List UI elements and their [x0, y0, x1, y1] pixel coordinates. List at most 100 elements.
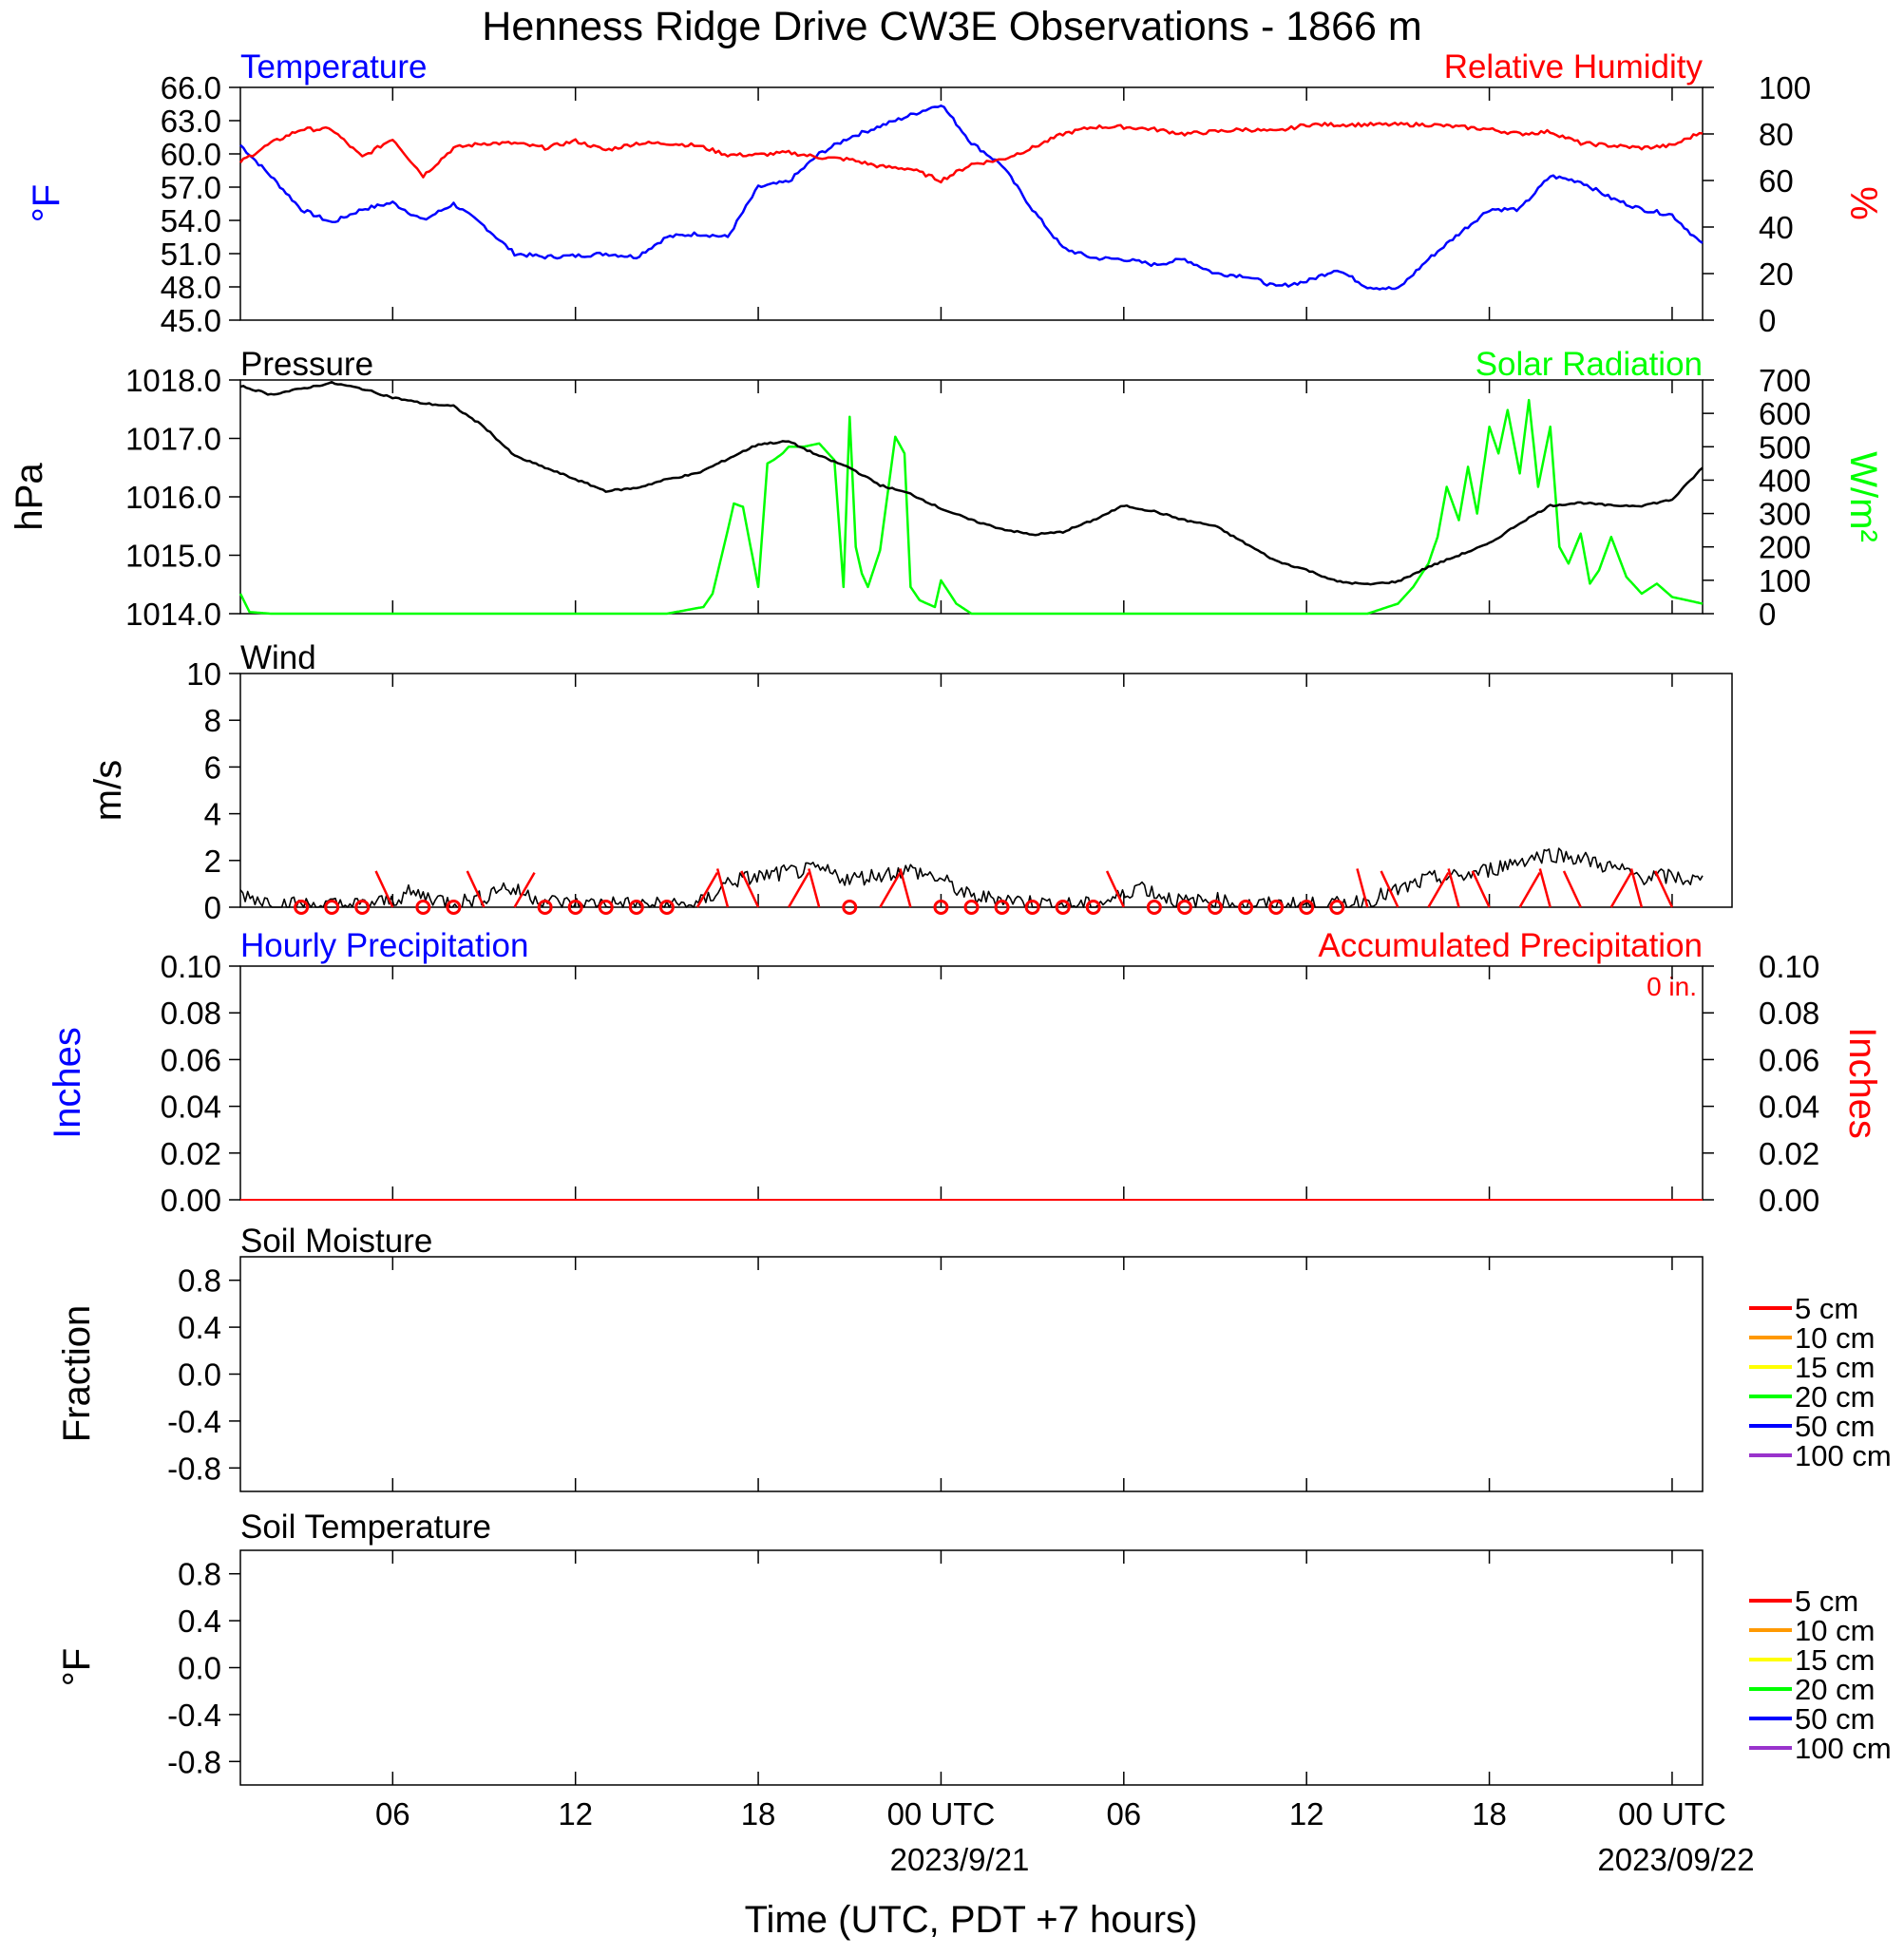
legend-label: 50 cm — [1795, 1410, 1875, 1443]
y-tick-label: 100 — [1759, 70, 1811, 105]
y-tick-label: 200 — [1759, 530, 1811, 565]
precip-series — [240, 966, 1703, 1201]
pressure-unit-label: hPa — [9, 463, 50, 531]
y-tick-label: -0.4 — [167, 1404, 221, 1439]
y-tick-label: 0.00 — [1759, 1183, 1819, 1218]
y-tick-label: 1014.0 — [125, 597, 221, 632]
calm-wind-marker — [446, 900, 462, 915]
hourly-precip-unit-label: Inches — [47, 1027, 88, 1139]
pressure-series — [238, 380, 1704, 616]
calm-wind-marker — [1146, 900, 1162, 915]
y-tick-label: 54.0 — [161, 203, 221, 238]
y-tick-label: -0.4 — [167, 1698, 221, 1733]
y-tick-label: 4 — [204, 797, 221, 832]
y-tick-label: 0.06 — [161, 1042, 221, 1077]
x-tick-label: 00 UTC — [1618, 1796, 1726, 1832]
y-tick-label: 60 — [1759, 163, 1794, 199]
wind-speed-line — [239, 847, 1704, 908]
y-tick-label: 600 — [1759, 396, 1811, 431]
soil-moisture-title: Soil Moisture — [240, 1223, 432, 1260]
y-tick-label: 300 — [1759, 497, 1811, 532]
wind-barb — [808, 868, 821, 908]
y-tick-label: 2 — [204, 844, 221, 879]
temperature-unit-label: °F — [26, 184, 67, 222]
humidity-tick-labels: 100 80 60 40 20 0 — [1703, 70, 1811, 338]
legend-label: 10 cm — [1795, 1321, 1875, 1355]
y-tick-label: 45.0 — [161, 303, 221, 338]
wind-barb — [899, 868, 912, 908]
calm-wind-marker — [1085, 900, 1101, 915]
calm-wind-marker — [1329, 900, 1345, 915]
y-tick-label: 0.06 — [1759, 1042, 1819, 1077]
accum-precip-unit-label: Inches — [1841, 1027, 1883, 1139]
date-label-2: 2023/09/22 — [1597, 1842, 1754, 1877]
wind-barb — [1380, 870, 1399, 908]
date-label-1: 2023/9/21 — [890, 1842, 1030, 1877]
y-tick-label: 1018.0 — [125, 363, 221, 398]
y-tick-label: 66.0 — [161, 70, 221, 105]
wind-barb — [1427, 872, 1450, 908]
calm-wind-marker — [1299, 900, 1315, 915]
legend-label: 20 cm — [1795, 1380, 1875, 1414]
y-tick-label: 40 — [1759, 210, 1794, 245]
wind-barb — [788, 872, 810, 908]
wind-barb — [513, 872, 536, 908]
accum-precip-title: Accumulated Precipitation — [1318, 927, 1703, 964]
y-tick-label: 8 — [204, 703, 221, 738]
y-tick-label: 1016.0 — [125, 480, 221, 515]
legend-label: 15 cm — [1795, 1643, 1875, 1677]
soil-moisture-tick-labels: 0.8 0.4 0.0 -0.4 -0.8 — [167, 1263, 240, 1486]
y-tick-label: 60.0 — [161, 137, 221, 172]
y-tick-label: 0.00 — [161, 1183, 221, 1218]
y-tick-label: 0.10 — [1759, 949, 1819, 984]
x-tick-label: 18 — [741, 1796, 776, 1832]
wind-title: Wind — [240, 639, 316, 676]
x-axis-label: Time (UTC, PDT +7 hours) — [745, 1899, 1198, 1941]
y-tick-label: 0.02 — [161, 1136, 221, 1171]
y-tick-label: 20 — [1759, 256, 1794, 292]
wind-tick-labels: 10 8 6 4 2 0 — [186, 656, 240, 925]
y-tick-label: -0.8 — [167, 1744, 221, 1779]
wind-frame — [239, 673, 1733, 908]
legend-label: 20 cm — [1795, 1673, 1875, 1706]
legend-label: 15 cm — [1795, 1351, 1875, 1384]
legend-label: 50 cm — [1795, 1702, 1875, 1736]
legend-label: 100 cm — [1795, 1439, 1892, 1472]
x-tick-label: 12 — [558, 1796, 593, 1832]
y-tick-label: 57.0 — [161, 170, 221, 205]
calm-wind-marker — [294, 900, 310, 915]
soil-moisture-unit-label: Fraction — [56, 1305, 98, 1443]
x-axis-tick-labels: 06 12 18 00 UTC 06 12 18 00 UTC — [375, 1796, 1726, 1832]
wind-barb — [879, 872, 902, 908]
x-tick-label: 06 — [375, 1796, 410, 1832]
precip-frame — [239, 965, 1704, 1201]
y-tick-label: 0.8 — [178, 1263, 221, 1299]
y-tick-label: 0.8 — [178, 1557, 221, 1592]
y-tick-label: 0.08 — [1759, 996, 1819, 1031]
legend-label: 100 cm — [1795, 1732, 1892, 1765]
y-tick-label: 80 — [1759, 117, 1794, 152]
calm-wind-marker — [842, 900, 858, 915]
y-tick-label: 1015.0 — [125, 539, 221, 574]
temperature-panel: Temperature Relative Humidity °F % 66.06… — [26, 48, 1884, 338]
y-tick-label: 0.0 — [178, 1357, 221, 1393]
y-tick-label: 0.08 — [161, 996, 221, 1031]
wind-barb — [1356, 868, 1369, 908]
accum-precip-tick-labels: 0.10 0.08 0.06 0.04 0.02 0.00 — [1703, 949, 1819, 1218]
wind-barb — [1538, 868, 1552, 908]
calm-wind-marker — [658, 900, 675, 915]
humidity-unit-label: % — [1842, 186, 1884, 220]
calm-wind-marker — [324, 900, 340, 915]
calm-wind-marker — [963, 900, 980, 915]
soil-temperature-title: Soil Temperature — [240, 1509, 491, 1546]
wind-barb — [715, 868, 730, 908]
wind-barb — [1518, 872, 1541, 908]
y-tick-label: 500 — [1759, 429, 1811, 465]
calm-wind-marker — [1268, 900, 1285, 915]
y-tick-label: 6 — [204, 750, 221, 785]
wind-barb — [374, 870, 394, 908]
wind-barb — [1471, 870, 1491, 908]
